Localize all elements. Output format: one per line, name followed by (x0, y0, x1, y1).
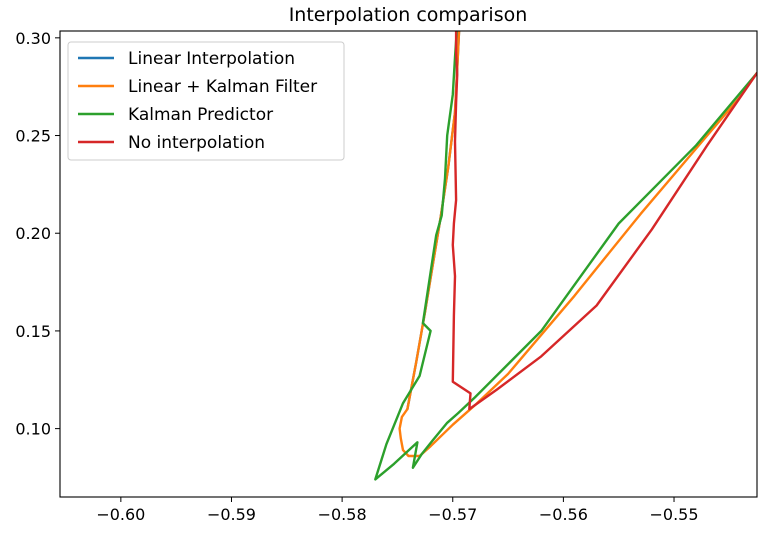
y-tick-label: 0.30 (15, 29, 51, 48)
legend-label-0: Linear Interpolation (128, 49, 295, 69)
x-tick-label: −0.60 (96, 505, 145, 524)
series-line-1 (398, 31, 757, 458)
legend-box (67, 41, 345, 161)
series-line-0 (406, 31, 461, 411)
plot-frame (59, 30, 758, 498)
chart-title: Interpolation comparison (289, 4, 528, 26)
series-line-3 (451, 31, 757, 411)
y-tick-label: 0.10 (15, 420, 51, 439)
series-layer (374, 31, 757, 481)
x-tick-label: −0.55 (650, 505, 699, 524)
x-tick-label: −0.59 (207, 505, 256, 524)
y-axis: 0.10 0.15 0.20 0.25 0.30 (15, 29, 60, 439)
series-line-2 (374, 31, 757, 481)
y-tick-label: 0.25 (15, 127, 51, 146)
x-tick-label: −0.56 (539, 505, 588, 524)
x-tick-label: −0.58 (318, 505, 367, 524)
legend: Linear Interpolation Linear + Kalman Filt… (67, 41, 345, 161)
x-axis: −0.60 −0.59 −0.58 −0.57 −0.56 −0.55 (96, 497, 699, 524)
legend-label-3: No interpolation (128, 133, 265, 153)
legend-label-1: Linear + Kalman Filter (128, 77, 317, 97)
y-tick-label: 0.15 (15, 322, 51, 341)
x-tick-label: −0.57 (428, 505, 477, 524)
legend-label-2: Kalman Predictor (128, 105, 273, 125)
y-tick-label: 0.20 (15, 224, 51, 243)
